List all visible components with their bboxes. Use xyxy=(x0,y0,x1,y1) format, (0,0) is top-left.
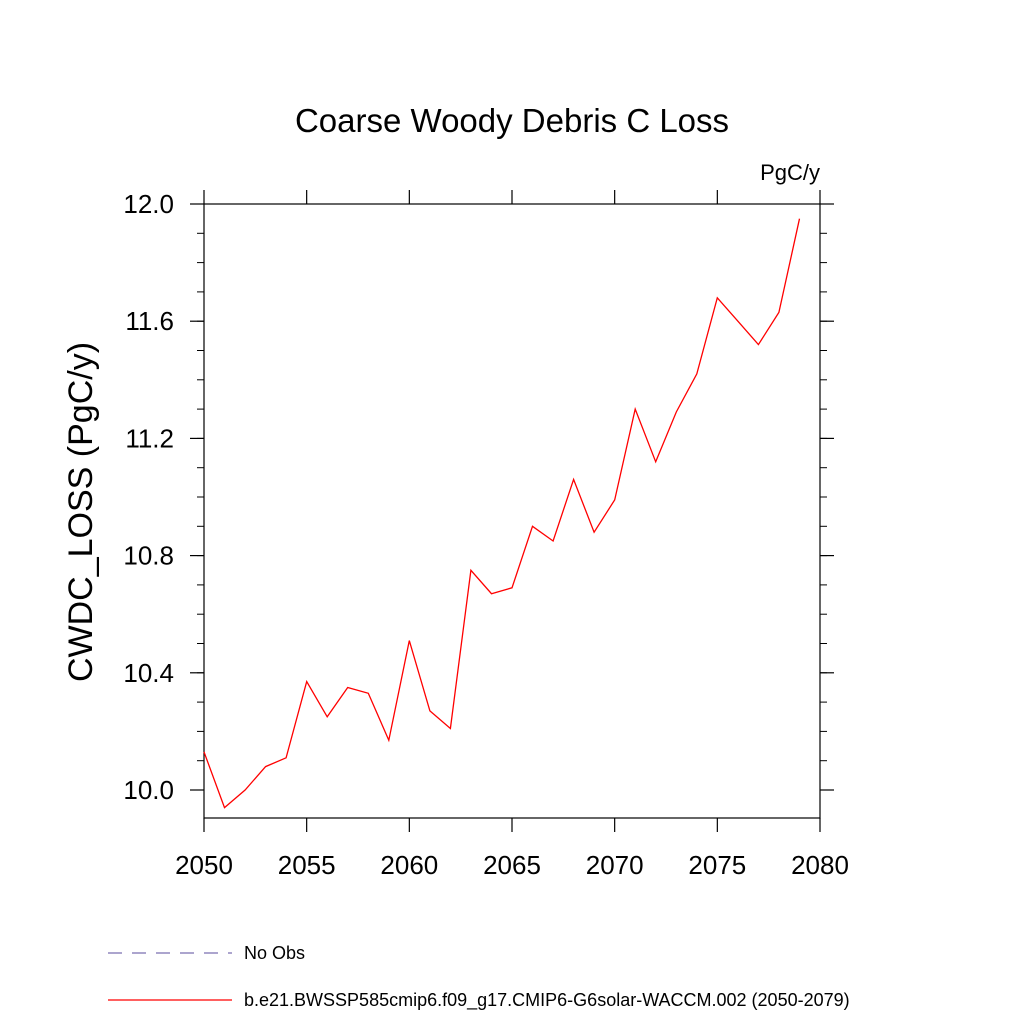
chart-title: Coarse Woody Debris C Loss xyxy=(295,102,729,139)
axis-tick-labels: 2050 2055 2060 2065 2070 2075 2080 10.0 10.4 10.8… xyxy=(123,189,849,880)
y-tick-label: 10.8 xyxy=(123,541,174,571)
x-tick-label: 2050 xyxy=(175,850,233,880)
axis-ticks xyxy=(190,190,834,832)
y-tick-label: 11.6 xyxy=(125,306,174,336)
x-tick-label: 2060 xyxy=(380,850,438,880)
y-tick-label: 12.0 xyxy=(123,189,174,219)
x-tick-label: 2065 xyxy=(483,850,541,880)
units-label: PgC/y xyxy=(760,160,820,185)
plot-frame xyxy=(203,203,821,819)
x-tick-label: 2070 xyxy=(586,850,644,880)
y-tick-label: 10.4 xyxy=(123,658,174,688)
y-axis-label: CWDC_LOSS (PgC/y) xyxy=(62,342,100,682)
y-tick-label: 10.0 xyxy=(123,775,174,805)
series-line xyxy=(203,218,801,809)
legend-label-model: b.e21.BWSSP585cmip6.f09_g17.CMIP6-G6sola… xyxy=(244,990,850,1011)
legend-label-no-obs: No Obs xyxy=(244,943,305,963)
x-tick-label: 2080 xyxy=(791,850,849,880)
series-layer xyxy=(203,218,801,809)
x-tick-label: 2055 xyxy=(278,850,336,880)
legend: No Obs b.e21.BWSSP585cmip6.f09_g17.CMIP6… xyxy=(108,943,850,1011)
y-tick-label: 11.2 xyxy=(125,423,174,453)
x-tick-label: 2075 xyxy=(688,850,746,880)
